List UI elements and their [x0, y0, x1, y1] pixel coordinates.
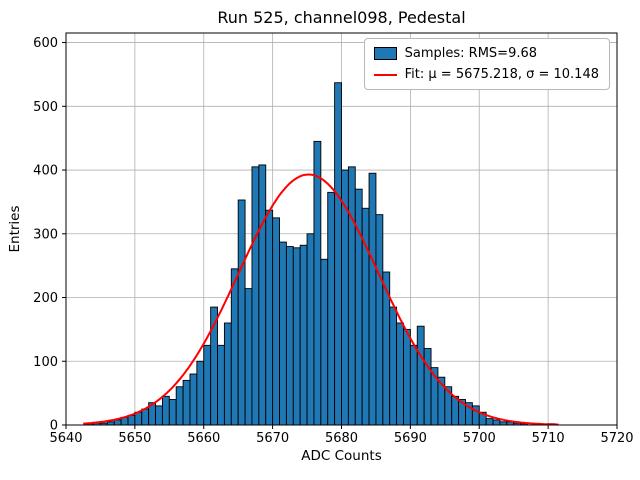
histogram-bar [416, 325, 425, 426]
x-axis-label: ADC Counts [301, 448, 382, 464]
histogram-bar [196, 360, 205, 426]
histogram-bar [485, 418, 494, 426]
y-tick-label: 0 [50, 419, 58, 434]
histogram-bar [189, 373, 198, 426]
histogram-bar [161, 395, 170, 426]
histogram-bar [251, 166, 260, 426]
y-tick-label: 500 [33, 100, 58, 115]
chart-title: Run 525, channel098, Pedestal [217, 8, 466, 27]
histogram-bar [155, 405, 163, 426]
histogram-bar [230, 268, 239, 426]
histogram-bar [334, 82, 342, 426]
histogram-bar [182, 379, 191, 426]
x-tick-label: 5700 [463, 431, 496, 446]
histogram-bar [492, 419, 501, 426]
histogram-bar [244, 288, 253, 426]
x-tick-label: 5640 [49, 431, 82, 446]
y-axis-label: Entries [7, 205, 23, 253]
x-tick-label: 5720 [600, 431, 633, 446]
histogram-bar [258, 164, 267, 426]
y-tick-label: 600 [33, 36, 58, 51]
x-tick-label: 5660 [187, 431, 220, 446]
x-tick-label: 5710 [532, 431, 565, 446]
histogram-bar [203, 344, 212, 426]
histogram-bar [389, 306, 398, 426]
histogram-bar [403, 328, 411, 426]
histogram-bar [409, 344, 418, 426]
histogram-bar [292, 247, 301, 426]
histogram-bar [237, 199, 246, 426]
legend-samples-label: Samples: RMS=9.68 [404, 46, 538, 61]
histogram-bar [327, 191, 336, 426]
histogram-bar [217, 344, 225, 426]
y-tick-label: 100 [33, 355, 58, 370]
histogram-bar [285, 246, 294, 426]
histogram-bar [423, 348, 432, 426]
histogram-bar [375, 214, 384, 426]
legend-item-samples: Samples: RMS=9.68 [373, 46, 599, 61]
histogram-bar [347, 166, 356, 426]
fit-line-swatch [373, 73, 397, 76]
histogram-bar [279, 241, 287, 426]
x-tick-label: 5690 [394, 431, 427, 446]
legend: Samples: RMS=9.68 Fit: μ = 5675.218, σ =… [363, 38, 610, 90]
x-tick-label: 5680 [325, 431, 358, 446]
legend-item-fit: Fit: μ = 5675.218, σ = 10.148 [373, 67, 599, 82]
x-tick-label: 5650 [118, 431, 151, 446]
histogram-bar [306, 233, 315, 426]
histogram-bar [451, 395, 460, 426]
fit-curve [83, 173, 559, 426]
histogram-bar [127, 414, 136, 426]
y-tick-label: 200 [33, 291, 58, 306]
histogram-bar [175, 386, 184, 426]
histogram-bar [223, 322, 232, 426]
histogram-bar [320, 258, 329, 426]
histogram-bar [265, 209, 274, 426]
y-tick-label: 300 [33, 227, 58, 242]
legend-fit-label: Fit: μ = 5675.218, σ = 10.148 [404, 67, 599, 82]
histogram-bar [113, 419, 122, 426]
x-tick-label: 5670 [256, 431, 289, 446]
histogram-bar [313, 140, 322, 426]
histogram-bar [299, 244, 308, 426]
y-tick-label: 400 [33, 164, 58, 179]
histogram-bar [272, 217, 280, 426]
histogram-bar [368, 172, 377, 426]
histogram-bar [141, 408, 150, 426]
histogram-bar [396, 322, 404, 426]
histogram-bar [168, 399, 177, 426]
histogram-swatch [373, 47, 397, 60]
